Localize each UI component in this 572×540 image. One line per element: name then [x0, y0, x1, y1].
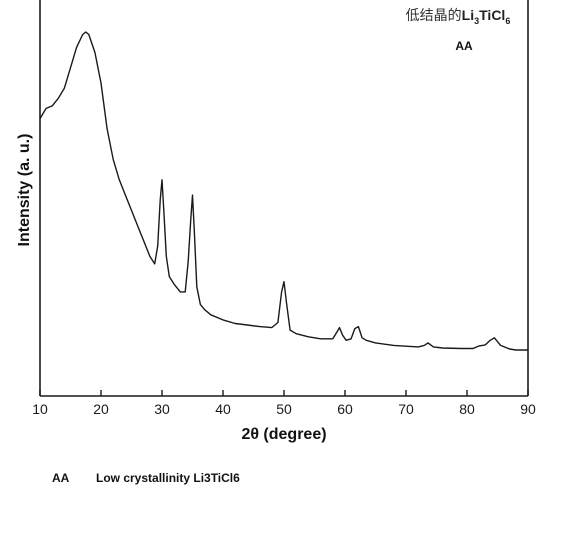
- annotation-formula-cl-sub: 6: [505, 16, 510, 26]
- x-tick-labels: 10 20 30 40 50 60 70 80 90: [32, 401, 536, 417]
- x-tick-label: 70: [398, 401, 414, 417]
- sample-annotation: 低结晶的Li3TiCl6: [406, 7, 511, 26]
- x-tick-label: 60: [337, 401, 353, 417]
- x-tick-label: 30: [154, 401, 170, 417]
- x-tick-label: 90: [520, 401, 536, 417]
- x-tick-label: 50: [276, 401, 292, 417]
- annotation-formula-ticl: TiCl: [479, 7, 505, 23]
- plot-area: [40, 0, 528, 396]
- x-tick-label: 80: [459, 401, 475, 417]
- annotation-cn-text: 低结晶的: [406, 8, 462, 24]
- x-tick-label: 40: [215, 401, 231, 417]
- caption-text: Low crystallinity Li3TiCl6: [96, 471, 240, 485]
- series-label-aa: AA: [455, 39, 473, 53]
- x-tick-label: 10: [32, 401, 48, 417]
- y-axis-title: Intensity (a. u.): [16, 134, 33, 247]
- caption-tag: AA: [52, 471, 70, 485]
- annotation-formula-li: Li: [462, 7, 474, 23]
- series-line-aa: [40, 32, 528, 350]
- series-layer: [40, 32, 528, 350]
- x-ticks: [40, 390, 528, 396]
- x-axis-title: 2θ (degree): [241, 426, 326, 443]
- x-tick-label: 20: [93, 401, 109, 417]
